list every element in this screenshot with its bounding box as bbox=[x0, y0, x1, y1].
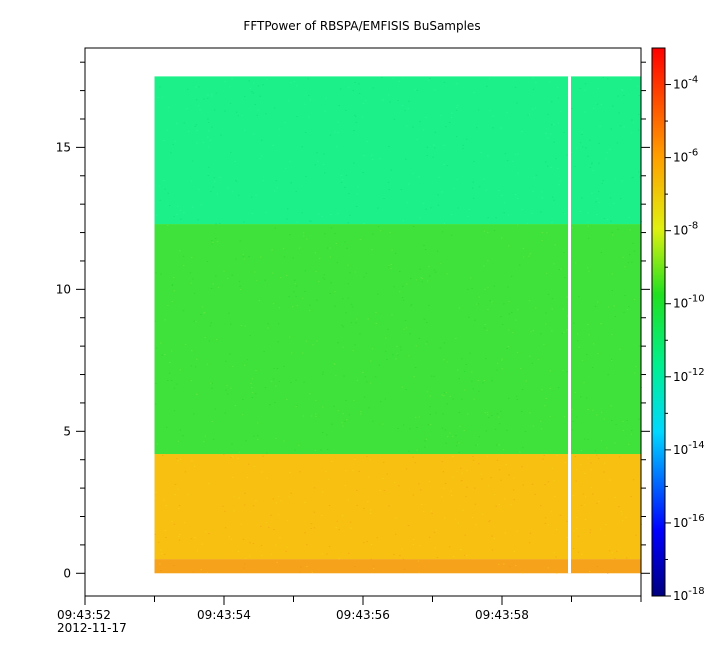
colorbar-tick-label: 10-6 bbox=[673, 148, 698, 165]
y-tick-label: 15 bbox=[56, 140, 71, 154]
colorbar-tick-label: 10-8 bbox=[673, 221, 698, 238]
chart-title: FFTPower of RBSPA/EMFISIS BuSamples bbox=[243, 19, 480, 33]
spectrogram-band-2 bbox=[154, 224, 641, 455]
plot-area bbox=[84, 47, 642, 597]
y-axis: 0 5 10 15 bbox=[56, 61, 650, 580]
colorbar-tick-label: 10-18 bbox=[673, 586, 705, 603]
colorbar-tick-label: 10-16 bbox=[673, 513, 705, 530]
colorbar: 10-4 10-6 10-8 10-10 10-12 10-14 10-16 10-18 bbox=[651, 47, 705, 603]
colorbar-tick-label: 10-12 bbox=[673, 367, 705, 384]
colorbar-tick-label: 10-10 bbox=[673, 294, 705, 311]
x-tick-label: 09:43:54 bbox=[197, 608, 251, 622]
colorbar-tick-label: 10-4 bbox=[673, 75, 698, 92]
y-tick-label: 10 bbox=[56, 282, 71, 296]
colorbar-gradient bbox=[651, 47, 666, 597]
x-tick-label: 09:43:56 bbox=[336, 608, 390, 622]
y-tick-label: 5 bbox=[63, 424, 71, 438]
colorbar-tick-label: 10-14 bbox=[673, 440, 705, 457]
spectrogram-band-0 bbox=[154, 559, 641, 574]
x-tick-label: 09:43:52 bbox=[57, 608, 111, 622]
x-tick-label: 09:43:58 bbox=[475, 608, 529, 622]
spectrogram-texture bbox=[154, 76, 642, 575]
spectrogram-band-3 bbox=[154, 76, 641, 225]
x-date-label: 2012-11-17 bbox=[57, 621, 127, 635]
spectrogram-band-1 bbox=[154, 454, 641, 560]
y-tick-label: 0 bbox=[63, 566, 71, 580]
data-gap bbox=[568, 76, 571, 574]
